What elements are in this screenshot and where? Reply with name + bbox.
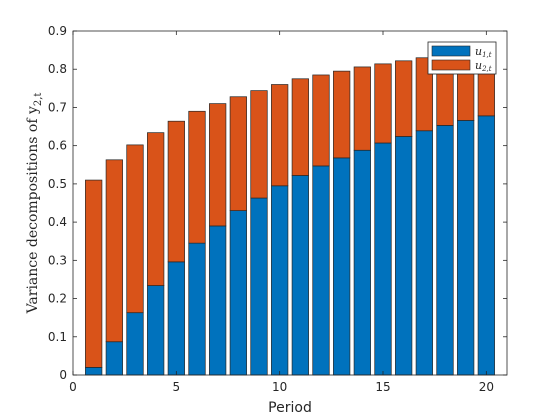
bar-s2-x14 <box>353 66 371 151</box>
legend-swatch-u2 <box>431 59 471 71</box>
bar-s1-x2 <box>105 341 123 376</box>
bar-s1-x11 <box>291 175 309 376</box>
bar-s2-x3 <box>126 144 144 314</box>
bar-s1-x9 <box>250 197 268 376</box>
bar-s1-x12 <box>312 165 330 376</box>
bar-s1-x10 <box>271 185 289 376</box>
y-tick-label: 0 <box>59 368 67 382</box>
bar-s2-x16 <box>395 60 413 137</box>
bar-s1-x20 <box>477 115 495 376</box>
bar-s1-x17 <box>415 130 433 376</box>
y-axis-title: Variance decompositions of y2,t <box>25 93 44 315</box>
ticks-layer: 0 5 10 15 20 0 0.1 0.2 0.3 0.4 0.5 0.6 0.7 0.8 0.9 <box>48 24 507 394</box>
legend-label-u2-sub: 2,t <box>481 65 492 73</box>
plot-background <box>73 31 507 375</box>
bar-s2-x12 <box>312 74 330 167</box>
x-tick-label: 10 <box>272 380 287 394</box>
bar-s2-x17 <box>415 57 433 132</box>
legend-label-u2-main: u <box>475 59 482 72</box>
bar-s2-x5 <box>167 120 185 263</box>
bar-s1-x16 <box>395 136 413 376</box>
bar-s2-x15 <box>374 63 392 144</box>
y-tick-label: 0.5 <box>48 177 67 191</box>
y-tick-label: 0.8 <box>48 62 67 76</box>
bar-s1-x14 <box>353 149 371 376</box>
legend-swatch-u1 <box>431 45 471 57</box>
y-tick-label: 0.4 <box>48 215 67 229</box>
legend-label-u1: u1,t <box>475 45 492 59</box>
x-tick-label: 0 <box>69 380 77 394</box>
bar-s1-x3 <box>126 312 144 376</box>
x-axis-title: Period <box>268 400 312 416</box>
bar-s1-x1 <box>85 367 103 376</box>
bar-s1-x5 <box>167 261 185 376</box>
y-tick-label: 0.3 <box>48 253 67 267</box>
bar-s2-x13 <box>333 70 351 159</box>
bar-s2-x10 <box>271 84 289 187</box>
bar-s1-x4 <box>147 285 165 376</box>
bar-s1-x15 <box>374 142 392 376</box>
y-axis-title-subscript: 2,t <box>33 93 44 107</box>
bar-s1-x8 <box>229 210 247 376</box>
bar-s2-x1 <box>85 179 103 368</box>
plot-frame <box>72 30 508 376</box>
y-tick-label: 0.6 <box>48 139 67 153</box>
bar-s1-x7 <box>209 225 227 376</box>
legend-label-u2: u2,t <box>475 59 492 73</box>
legend-label-u1-main: u <box>475 45 482 58</box>
y-tick-label: 0.1 <box>48 330 67 344</box>
bar-s1-x13 <box>333 157 351 376</box>
legend-label-u1-sub: 1,t <box>482 51 492 59</box>
y-axis-title-main: Variance decompositions of y <box>25 106 41 314</box>
y-tick-label: 0.7 <box>48 100 67 114</box>
x-tick-label: 5 <box>173 380 181 394</box>
bar-s1-x6 <box>188 242 206 376</box>
bar-s2-x2 <box>105 159 123 343</box>
y-tick-label: 0.2 <box>48 292 67 306</box>
x-tick-label: 15 <box>375 380 390 394</box>
y-tick-label: 0.9 <box>48 24 67 38</box>
bar-s1-x19 <box>457 120 475 376</box>
legend: u1,t u2,t <box>427 41 497 75</box>
bar-s2-x7 <box>209 103 227 227</box>
bar-s2-x9 <box>250 90 268 199</box>
bar-s2-x6 <box>188 110 206 244</box>
bar-s2-x11 <box>291 78 309 176</box>
x-tick-label: 20 <box>479 380 494 394</box>
bar-s2-x4 <box>147 132 165 286</box>
bar-s1-x18 <box>436 125 454 376</box>
bar-s2-x8 <box>229 96 247 211</box>
